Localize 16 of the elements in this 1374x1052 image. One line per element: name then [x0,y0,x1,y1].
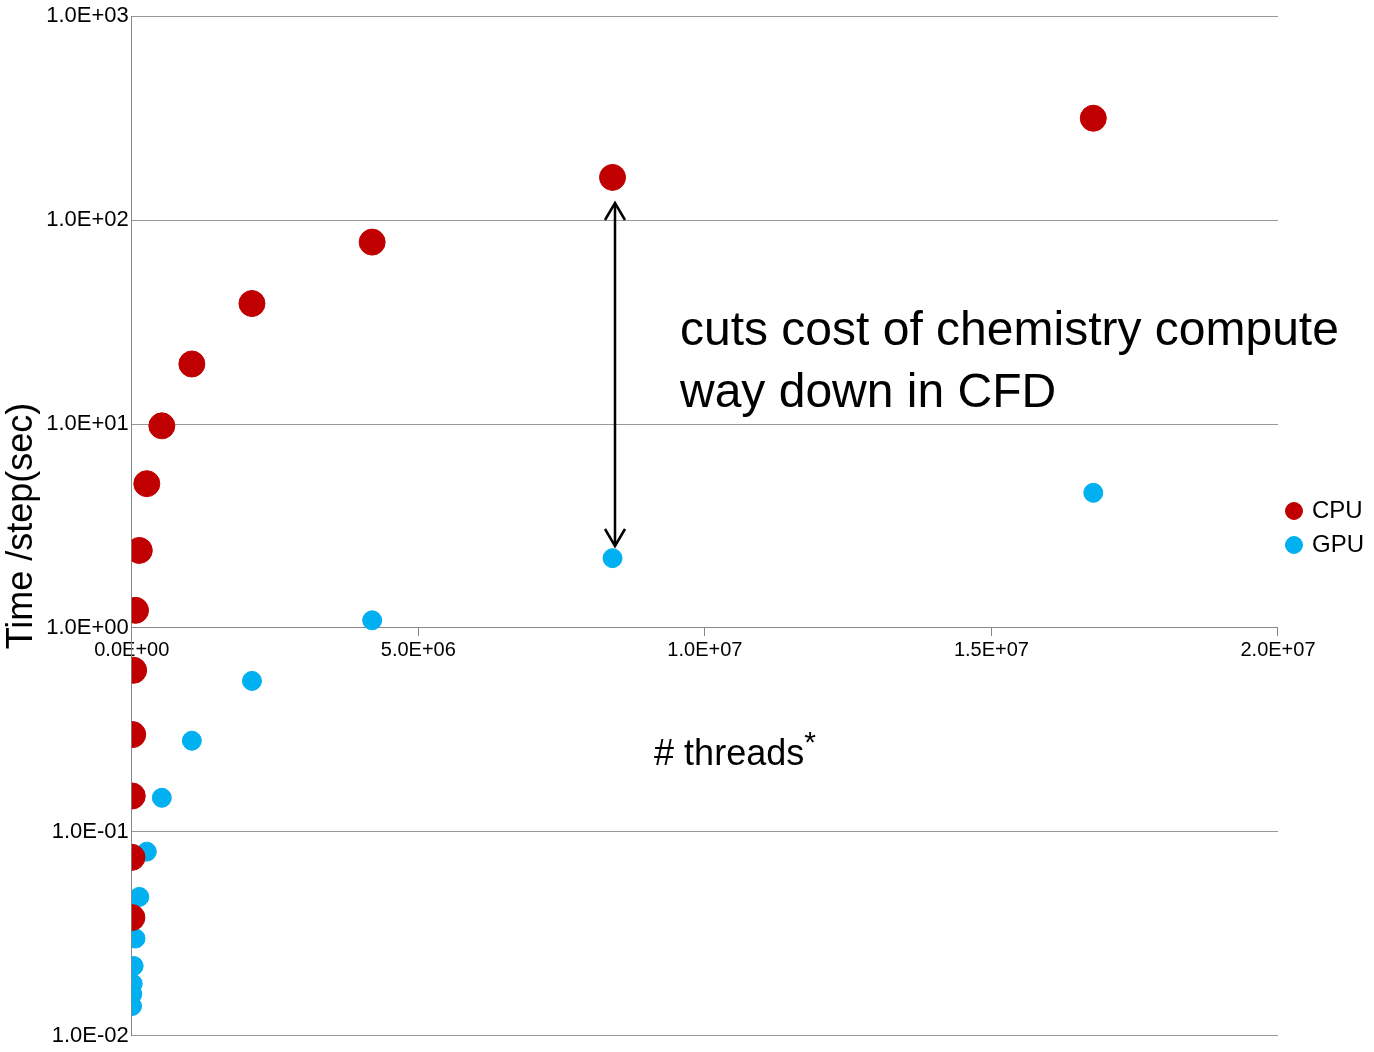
legend-label: CPU [1311,495,1363,523]
x-tick-label: 5.0E+06 [380,638,456,661]
x-tick-label: 2.0E+07 [1240,638,1316,661]
y-tick-label: 1.0E+01 [46,410,129,436]
x-tick-label: 1.0E+07 [667,638,743,661]
x-tick-label: 0.0E+00 [94,638,170,661]
y-axis-title: Time /step(sec) [0,402,40,650]
y-tick-label: 1.0E+03 [46,2,129,28]
x-tick-label: 1.5E+07 [953,638,1029,661]
y-tick-label: 1.0E-01 [51,817,129,843]
y-tick-label: 1.0E-02 [51,1021,129,1047]
legend-label: GPU [1311,529,1365,557]
y-tick-label: 1.0E+00 [46,614,129,640]
annotation: cuts cost of chemistry compute way down in CFD [680,301,1340,419]
x-axis-title: # threads$^{*}$ [653,725,817,774]
y-tick-label: 1.0E+02 [46,206,129,232]
